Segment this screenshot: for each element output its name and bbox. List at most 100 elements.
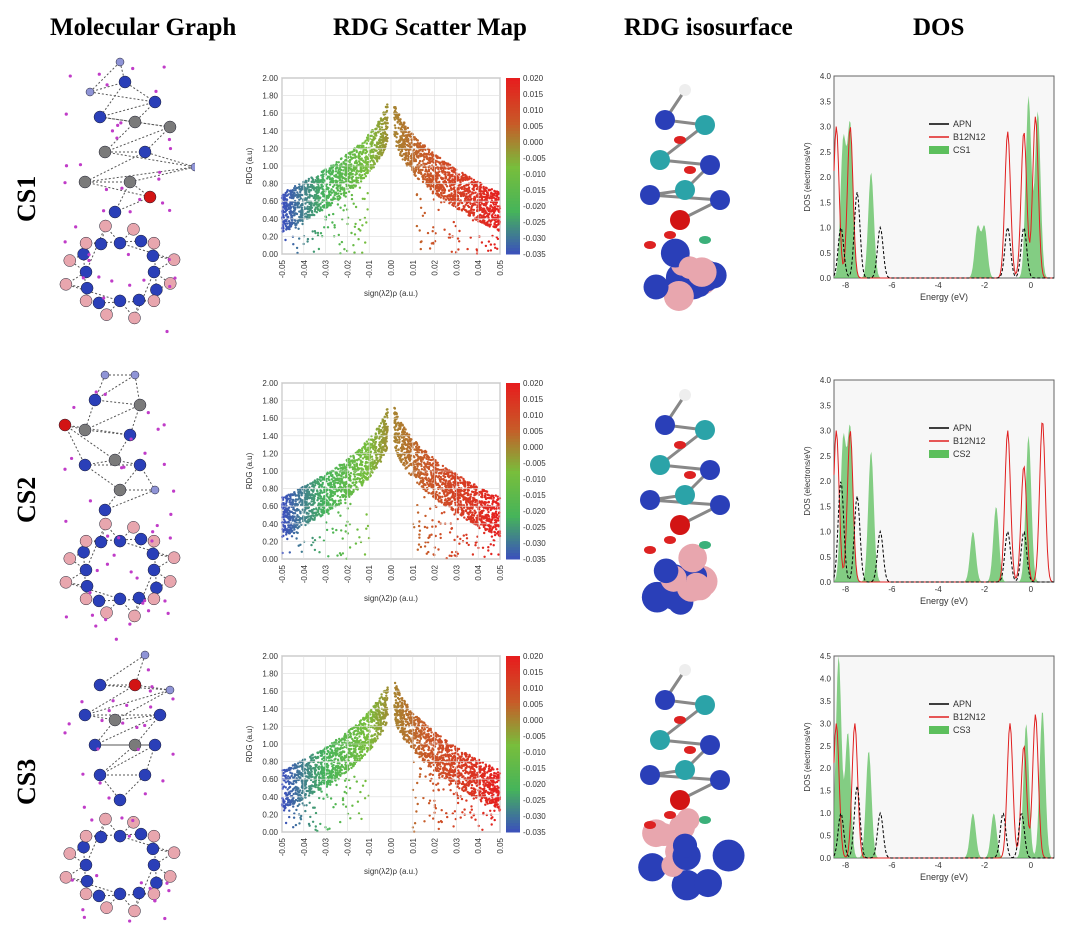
rdg-point [394, 127, 396, 129]
colorbar-swatch [506, 137, 520, 140]
rdg-point [494, 501, 496, 503]
rdg-point [485, 187, 487, 189]
critical-point [168, 258, 171, 261]
hydrogen-atom [151, 486, 159, 494]
rdg-point [414, 172, 416, 174]
x-tick-label: 0.05 [496, 259, 505, 275]
row-label-cs1: CS1 [12, 176, 42, 222]
rdg-point [308, 214, 310, 216]
rdg-point [357, 238, 359, 240]
rdg-point [461, 202, 463, 204]
rdg-point [342, 476, 344, 478]
rdg-point [459, 479, 461, 481]
rdg-point [347, 152, 349, 154]
rdg-point [337, 203, 339, 205]
rdg-point [399, 154, 401, 156]
rdg-point [419, 530, 421, 532]
rdg-point [337, 495, 339, 497]
rdg-point [293, 532, 295, 534]
rdg-point [465, 210, 467, 212]
rdg-point [427, 162, 429, 164]
rdg-point [419, 149, 421, 151]
rdg-point [386, 103, 388, 105]
rdg-point [351, 157, 353, 159]
rdg-point [433, 176, 435, 178]
rdg-point [417, 448, 419, 450]
nitrogen-atom [89, 394, 101, 406]
rdg-point [479, 186, 481, 188]
rdg-point [394, 110, 396, 112]
rdg-point [365, 155, 367, 157]
rdg-point [350, 232, 352, 234]
colorbar-swatch [506, 201, 520, 204]
rdg-point [354, 233, 356, 235]
rdg-point [418, 162, 420, 164]
rdg-point [331, 528, 333, 530]
rdg-point [463, 190, 465, 192]
critical-point [171, 697, 174, 700]
rdg-point [497, 228, 499, 230]
boron-atom [128, 312, 140, 324]
rdg-point [352, 456, 354, 458]
rdg-point [341, 218, 343, 220]
rdg-point [361, 450, 363, 452]
rdg-point [327, 197, 329, 199]
rdg-point [407, 162, 409, 164]
colorbar-swatch [506, 195, 520, 198]
rdg-point [354, 473, 356, 475]
bond-path [95, 715, 160, 745]
nitrogen-atom [147, 843, 159, 855]
rdg-point [408, 465, 410, 467]
rdg-point [344, 502, 346, 504]
rdg-point [363, 177, 365, 179]
rdg-point [358, 145, 360, 147]
critical-point [128, 623, 131, 626]
colorbar-tick-label: -0.010 [523, 170, 546, 179]
rdg-point [472, 553, 474, 555]
rdg-point [453, 539, 455, 541]
rdg-point [457, 195, 459, 197]
rdg-point [297, 509, 299, 511]
colorbar-swatch [506, 93, 520, 96]
critical-point [150, 685, 153, 688]
rdg-point [345, 154, 347, 156]
rdg-point [316, 176, 318, 178]
rdg-point [313, 251, 315, 253]
rdg-point [353, 251, 355, 253]
rdg-point [397, 142, 399, 144]
rdg-point [403, 443, 405, 445]
rdg-point [301, 188, 303, 190]
critical-point [163, 599, 166, 602]
rdg-point [332, 198, 334, 200]
rdg-point [394, 124, 396, 126]
boron-atom [64, 848, 76, 860]
rdg-point [416, 194, 418, 196]
rdg-point [398, 114, 400, 116]
rdg-point [314, 232, 316, 234]
rdg-point [450, 187, 452, 189]
nitrogen-atom [109, 206, 121, 218]
bond-path [85, 405, 140, 430]
rdg-point [454, 502, 456, 504]
rdg-point [386, 106, 388, 108]
rdg-point [387, 122, 389, 124]
critical-point [157, 428, 160, 431]
rdg-point [374, 144, 376, 146]
rdg-point [316, 197, 318, 199]
bond-path [100, 102, 155, 117]
rdg-point [307, 208, 309, 210]
rdg-point [355, 206, 357, 208]
rdg-point [493, 223, 495, 225]
rdg-point [465, 502, 467, 504]
rdg-point [367, 192, 369, 194]
rdg-point [453, 205, 455, 207]
critical-point [80, 700, 83, 703]
nitrogen-atom [133, 294, 145, 306]
rdg-point [443, 229, 445, 231]
header-molecular-graph: Molecular Graph [50, 14, 236, 42]
rdg-point [310, 184, 312, 186]
rdg-point [475, 499, 477, 501]
critical-point [120, 187, 123, 190]
rdg-point [417, 472, 419, 474]
rdg-point [494, 214, 496, 216]
